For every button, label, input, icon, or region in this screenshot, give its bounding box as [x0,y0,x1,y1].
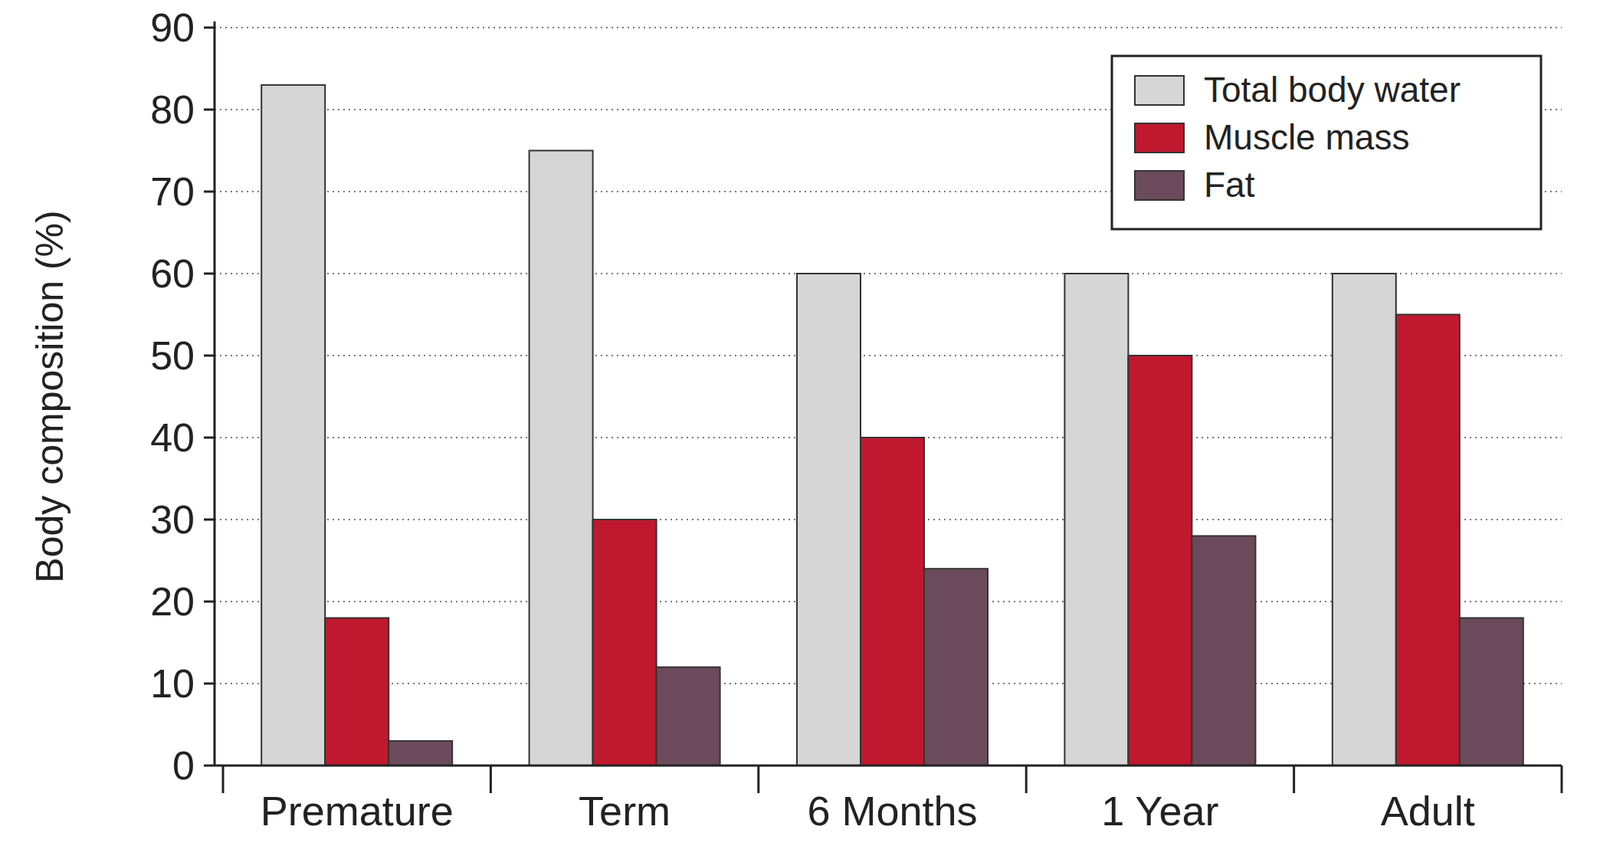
bar [324,617,389,766]
bar [1332,273,1397,766]
bar [1396,314,1460,767]
x-tick-label: 1 Year [1101,787,1219,834]
x-divider [489,765,492,794]
y-tick-label: 50 [150,333,195,378]
y-tick [203,272,215,276]
y-axis-label: Body composition (%) [28,209,72,583]
bar [1459,617,1524,766]
bar [388,740,453,766]
bar [860,437,925,766]
y-tick-label: 90 [150,5,195,50]
x-divider [1025,765,1028,794]
x-tick-label: Adult [1380,787,1476,834]
y-axis [213,21,217,766]
y-tick [203,436,215,440]
legend-swatch [1134,75,1184,105]
chart: 0 10 20 30 40 50 60 70 80 90 Body composition (%) P… [0,0,1600,846]
y-tick-label: 80 [150,87,195,132]
bar [593,519,657,766]
y-tick [203,682,215,686]
grid-line [214,26,1562,29]
y-tick-label: 0 [172,743,195,788]
y-tick-label: 70 [150,169,195,214]
y-tick [203,600,215,604]
y-tick [203,354,215,358]
bar [1064,273,1128,766]
legend-box [1111,55,1541,230]
bar [261,85,325,766]
legend-label: Muscle mass [1203,117,1410,158]
y-tick [203,190,215,194]
x-tick-label: Term [578,787,671,834]
y-tick-label: 10 [150,661,195,706]
legend-swatch [1134,170,1184,200]
x-divider [1560,765,1564,794]
y-tick [203,764,215,768]
x-divider [757,765,760,794]
x-axis [214,764,1562,768]
legend-swatch [1134,123,1184,153]
bar [529,150,594,767]
bar [924,568,988,766]
bar [1191,535,1256,766]
y-tick-label: 30 [150,497,195,542]
x-divider [1292,765,1296,794]
y-tick-label: 60 [150,251,195,296]
x-tick-label: Premature [260,787,454,834]
bar [1127,355,1192,766]
legend-label: Total body water [1203,69,1461,110]
legend-label: Fat [1203,164,1256,205]
bar [796,273,861,766]
y-tick-label: 20 [150,579,195,624]
y-tick-label: 40 [150,415,195,460]
bar [656,667,721,766]
y-tick [203,26,215,30]
x-tick-label: 6 Months [806,787,978,834]
x-divider [222,765,225,794]
y-tick [203,108,215,112]
y-tick [203,518,215,522]
